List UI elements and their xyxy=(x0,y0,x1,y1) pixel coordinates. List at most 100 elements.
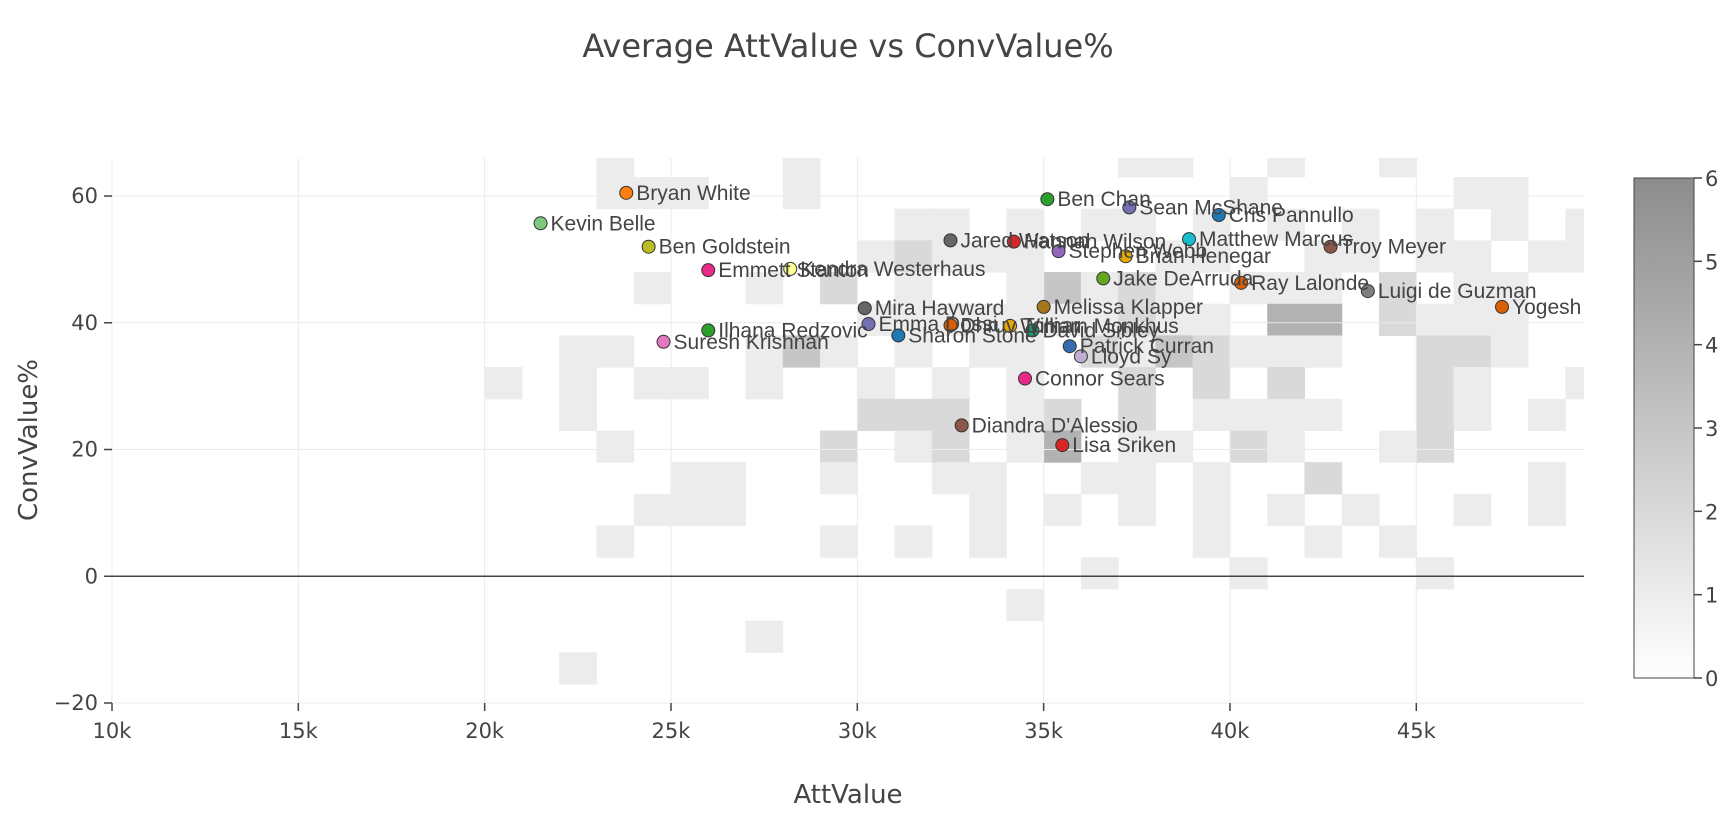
heatmap-cell xyxy=(1304,303,1343,336)
scatter-point xyxy=(1025,323,1040,338)
heatmap-cell xyxy=(670,367,709,400)
heatmap-cell xyxy=(670,493,709,527)
heatmap-cell xyxy=(1379,430,1417,463)
heatmap-cell xyxy=(820,335,858,368)
heatmap-cell xyxy=(1267,335,1306,368)
heatmap-cell xyxy=(1118,367,1156,400)
heatmap-cell xyxy=(969,240,1007,273)
heatmap-cell xyxy=(1118,303,1156,336)
point-label: Yogesh xyxy=(1512,296,1581,319)
point-label: Jake DeArruda xyxy=(1113,267,1253,290)
point-label: Ben Chan xyxy=(1057,188,1150,211)
heatmap-cell xyxy=(1155,430,1194,463)
scatter-point xyxy=(701,263,716,278)
heatmap-cell xyxy=(670,177,709,210)
heatmap-cell xyxy=(1118,398,1156,431)
scatter-point xyxy=(1036,299,1051,314)
scatter-point xyxy=(1360,284,1375,299)
heatmap-cell xyxy=(1192,398,1231,431)
heatmap-cell xyxy=(1416,557,1455,590)
scatter-point xyxy=(857,301,872,316)
heatmap-cell xyxy=(1304,525,1343,558)
density-heatmap xyxy=(484,158,1584,685)
heatmap-cell xyxy=(1565,240,1584,273)
scatter-point xyxy=(1018,371,1033,386)
heatmap-cell xyxy=(1304,272,1343,305)
heatmap-cell xyxy=(1118,158,1156,178)
heatmap-cell xyxy=(782,177,821,210)
heatmap-cell xyxy=(1453,335,1492,368)
point-label: Ilhana Redzovic xyxy=(718,319,867,342)
scatter-point xyxy=(1062,339,1077,354)
heatmap-cell xyxy=(484,367,523,400)
x-tick-label: 30k xyxy=(838,719,878,743)
heatmap-cell xyxy=(1118,272,1156,305)
heatmap-cell xyxy=(1341,208,1380,241)
point-label: Diandra D'Alessio xyxy=(972,414,1138,437)
scatter-point xyxy=(619,185,634,200)
heatmap-cell xyxy=(1155,303,1194,336)
point-label: David Sibley xyxy=(1042,319,1159,342)
heatmap-cell xyxy=(1379,525,1417,558)
heatmap-cell xyxy=(633,272,672,305)
heatmap-cell xyxy=(1229,557,1268,590)
heatmap-cell xyxy=(745,620,784,653)
heatmap-cell xyxy=(1528,240,1566,273)
x-axis-title: AttValue xyxy=(793,780,902,810)
heatmap-cell xyxy=(1416,208,1455,241)
point-label: Lloyd Sy xyxy=(1091,345,1172,368)
heatmap-cell xyxy=(1267,367,1306,400)
heatmap-cell xyxy=(969,303,1007,336)
point-label: Cris Pannullo xyxy=(1229,204,1354,227)
heatmap-cell xyxy=(1379,272,1417,305)
heatmap-cell xyxy=(1416,398,1455,431)
point-label: Mira Hayward xyxy=(875,297,1005,320)
heatmap-cell xyxy=(820,462,858,495)
scatter-point xyxy=(954,418,969,433)
heatmap-cell xyxy=(1267,158,1306,178)
heatmap-cell xyxy=(1229,398,1268,431)
heatmap-cell xyxy=(1267,303,1306,336)
heatmap-cell xyxy=(1341,493,1380,527)
heatmap-cell xyxy=(1453,272,1492,305)
point-label: Sean McShane xyxy=(1139,196,1283,219)
heatmap-cell xyxy=(1565,208,1584,241)
scatter-point xyxy=(943,233,958,248)
heatmap-cell xyxy=(1379,158,1417,178)
y-tick-label: 40 xyxy=(71,311,98,335)
heatmap-cell xyxy=(931,462,970,495)
point-label: Dhruv Tomar xyxy=(960,314,1080,337)
heatmap-cell xyxy=(633,177,672,210)
scatter-point xyxy=(1122,200,1137,215)
heatmap-cell xyxy=(1267,430,1306,463)
colorbar-tick-label: 2 xyxy=(1705,500,1718,524)
heatmap-cell xyxy=(1416,335,1455,368)
heatmap-cell xyxy=(596,158,635,178)
scatter-point xyxy=(783,261,798,276)
heatmap-cell xyxy=(894,272,933,305)
heatmap-cell xyxy=(857,240,896,273)
heatmap-cell xyxy=(1267,272,1306,305)
heatmap-cell xyxy=(1192,335,1231,368)
heatmap-cell xyxy=(1490,208,1529,241)
heatmap-cell xyxy=(1267,398,1306,431)
heatmap-cell xyxy=(894,208,933,241)
heatmap-cell xyxy=(1080,557,1119,590)
heatmap-cell xyxy=(596,430,635,463)
heatmap-cell xyxy=(894,430,933,463)
heatmap-cell xyxy=(820,430,858,463)
heatmap-cell xyxy=(1453,303,1492,336)
scatter-points xyxy=(533,185,1510,453)
heatmap-cell xyxy=(820,272,858,305)
point-label: Melissa Klapper xyxy=(1054,296,1203,319)
point-label: Stephen Webb xyxy=(1069,240,1208,263)
heatmap-cell xyxy=(1192,240,1231,273)
heatmap-cell xyxy=(559,335,597,368)
heatmap-cell xyxy=(1155,158,1194,178)
heatmap-cell xyxy=(1080,303,1119,336)
y-axis-title: ConvValue% xyxy=(14,359,44,521)
scatter-point xyxy=(1118,249,1133,264)
heatmap-cell xyxy=(633,493,672,527)
heatmap-cell xyxy=(1453,240,1492,273)
